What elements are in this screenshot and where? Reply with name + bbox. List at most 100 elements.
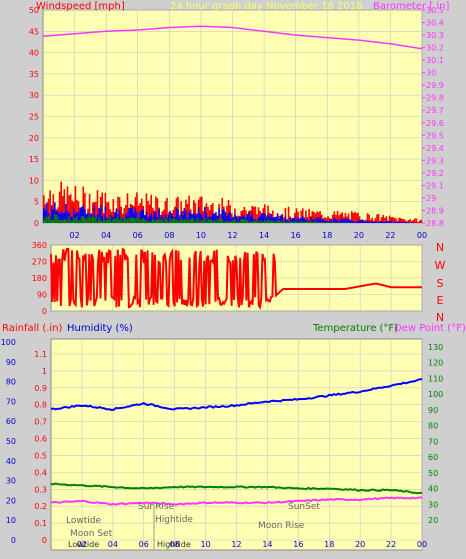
temp-tick-label: 100 [428,390,443,399]
humidity-axis-label: Humidity (%) [67,323,133,334]
wind-min-bar [294,221,296,223]
wind-min-bar [142,218,144,223]
wind-avg-bar [345,218,347,223]
wind-min-bar [92,215,94,223]
wind-min-bar [174,219,176,223]
wind-avg-bar [360,220,362,223]
temp-tick-label: 130 [428,343,443,352]
wind-min-bar [149,222,151,223]
wind-min-bar [136,218,138,223]
wind-avg-bar [354,222,356,223]
wind-avg-bar [349,220,351,223]
wind-min-bar [79,221,81,223]
wind-avg-bar [383,222,385,223]
wind-min-bar [253,221,255,223]
baro-tick-label: 29.1 [426,181,444,190]
wind-tick-label: 0 [34,219,39,228]
baro-tick-label: 29.4 [426,144,444,153]
wind-avg-bar [368,221,370,223]
x-tick-label: 16 [291,231,301,240]
wind-avg-bar [357,220,359,223]
wind-min-bar [157,220,159,223]
wind-min-bar [86,219,88,223]
x-tick-label: 18 [324,540,334,549]
x-tick-label: 10 [196,231,206,240]
wind-min-bar [98,217,100,223]
wind-min-bar [67,220,69,223]
wind-avg-bar [285,216,287,223]
x-tick-label: 20 [354,231,364,240]
wind-avg-bar [297,217,299,223]
wind-avg-bar [359,221,361,223]
wind-min-bar [108,219,110,223]
compass-label: S [437,277,444,290]
wind-min-bar [231,221,233,223]
baro-tick-label: 29 [426,194,436,203]
x-tick-label: 08 [164,231,174,240]
wind-tick-label: 15 [29,155,39,164]
wind-avg-bar [348,218,350,223]
wind-min-bar [296,221,298,223]
wind-min-bar [258,222,260,223]
wind-min-bar [277,221,279,223]
wind-gust-bar [354,212,356,223]
temp-tick-label: 50 [428,469,438,478]
wind-avg-bar [379,221,381,223]
wind-min-bar [141,219,143,223]
wind-gust-bar [419,221,421,223]
annotation-hightide: Hightide [155,515,193,525]
wind-min-bar [154,220,156,223]
temp-tick-label: 120 [428,359,443,368]
wind-min-bar [288,222,290,223]
direction-tick-label: 270 [32,258,47,267]
wind-min-bar [247,221,249,223]
wind-min-bar [124,218,126,223]
wind-avg-bar [390,221,392,223]
baro-tick-label: 29.5 [426,131,444,140]
wind-min-bar [59,220,61,223]
wind-min-bar [133,218,135,223]
wind-min-bar [281,222,283,223]
wind-avg-bar [371,222,373,223]
wind-min-bar [256,221,258,223]
wind-min-bar [155,220,157,223]
x-tick-label: 16 [293,540,303,549]
wind-min-bar [297,222,299,223]
baro-tick-label: 30.5 [426,6,444,15]
temp-tick-label: 30 [428,500,438,509]
temp-tick-label: 110 [428,374,443,383]
baro-tick-label: 28.9 [426,206,444,215]
wind-min-bar [305,222,307,223]
wind-min-bar [144,219,146,223]
wind-min-bar [84,218,86,223]
wind-avg-bar [373,222,375,223]
rain-tick-label: 0.4 [34,468,47,477]
wind-min-bar [234,219,236,223]
baro-tick-label: 29.3 [426,156,444,165]
wind-avg-bar [389,221,391,223]
wind-avg-bar [394,222,396,223]
wind-avg-bar [248,212,250,223]
baro-tick-label: 30.4 [426,19,444,28]
rain-tick-label: 0.8 [34,401,47,410]
wind-min-bar [245,219,247,223]
wind-min-bar [285,222,287,223]
wind-min-bar [185,220,187,223]
wind-avg-bar [397,222,399,223]
wind-min-bar [150,221,152,223]
wind-min-bar [76,216,78,223]
wind-min-bar [97,221,99,223]
wind-min-bar [64,219,66,223]
wind-gust-bar [308,209,310,223]
wind-min-bar [90,218,92,223]
wind-min-bar [45,217,47,223]
wind-avg-bar [381,221,383,223]
wind-min-bar [237,221,239,223]
wind-min-bar [315,221,317,223]
wind-min-bar [291,222,293,223]
wind-gust-bar [414,218,416,223]
direction-tick-label: 180 [32,274,47,283]
wind-min-bar [172,218,174,223]
wind-min-bar [240,219,242,223]
rain-tick-label: 1 [42,367,47,376]
